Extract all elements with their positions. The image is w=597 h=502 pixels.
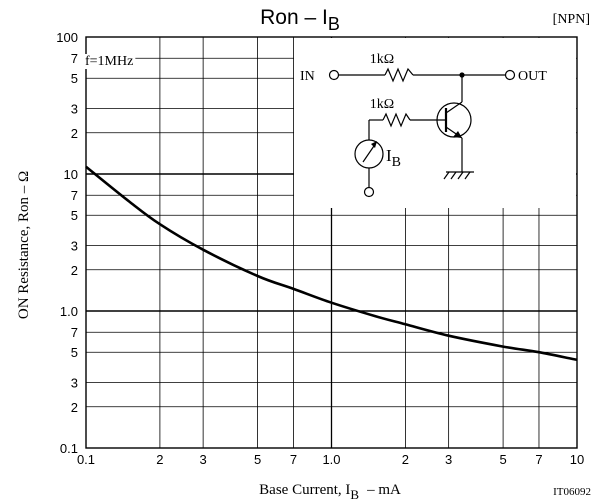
x-tick-label: 2 bbox=[402, 452, 409, 467]
ground-hatch bbox=[443, 171, 450, 180]
y-tick-label: 10 bbox=[64, 167, 78, 182]
ground-hatch bbox=[464, 171, 471, 180]
collector-lead bbox=[445, 101, 463, 114]
y-tick-label: 5 bbox=[71, 208, 78, 223]
x-tick-label: 10 bbox=[570, 452, 584, 467]
annotation-background bbox=[83, 54, 136, 69]
x-tick-label: 1.0 bbox=[322, 452, 340, 467]
y-tick-label: 5 bbox=[71, 345, 78, 360]
out-terminal bbox=[504, 69, 516, 81]
x-tick-label: 3 bbox=[445, 452, 452, 467]
series-resistor-label: 1kΩ bbox=[370, 52, 394, 67]
plot-frame bbox=[85, 36, 578, 449]
figure-id: IT06092 bbox=[553, 486, 591, 498]
y-axis-label: ON Resistance, Ron – Ω bbox=[16, 171, 32, 319]
x-tick-label: 7 bbox=[535, 452, 542, 467]
y-tick-label: 7 bbox=[71, 325, 78, 340]
y-tick-label: 3 bbox=[71, 102, 78, 117]
y-tick-label: 1.0 bbox=[60, 304, 78, 319]
ground-hatch bbox=[457, 171, 464, 180]
x-axis-label: Base Current, IB – mA bbox=[259, 482, 401, 502]
ron-curve bbox=[85, 165, 578, 362]
y-tick-label: 5 bbox=[71, 71, 78, 86]
series-resistor bbox=[384, 67, 414, 83]
x-tick-label: 5 bbox=[254, 452, 261, 467]
tick-labels: 0.1 2 3 5 7 1.0 2 3 5 7 10 0.1 2 3 5 7 1.0 2 3 5 7 10 2 3 5 7 100 bbox=[56, 30, 584, 467]
chart-title: Ron – IB bbox=[260, 6, 340, 34]
y-tick-label: 3 bbox=[71, 376, 78, 391]
y-tick-label: 2 bbox=[71, 126, 78, 141]
circuit-out-label: OUT bbox=[518, 69, 547, 84]
base-resistor-label: 1kΩ bbox=[370, 97, 394, 112]
y-tick-label: 7 bbox=[71, 51, 78, 66]
x-tick-label: 7 bbox=[290, 452, 297, 467]
circuit-in-label: IN bbox=[300, 69, 315, 84]
emitter-arrow bbox=[453, 131, 462, 138]
y-tick-label: 7 bbox=[71, 188, 78, 203]
ammeter-arrow bbox=[371, 141, 377, 148]
device-type-tag: [NPN] bbox=[553, 12, 590, 27]
x-tick-label: 5 bbox=[499, 452, 506, 467]
y-tick-label: 3 bbox=[71, 239, 78, 254]
ground-hatch bbox=[450, 171, 457, 180]
circuit-inset-background bbox=[294, 38, 576, 208]
y-tick-label: 2 bbox=[71, 263, 78, 278]
x-tick-label: 2 bbox=[156, 452, 163, 467]
base-resistor bbox=[382, 112, 411, 128]
y-tick-label: 0.1 bbox=[60, 441, 78, 456]
x-tick-label: 3 bbox=[200, 452, 207, 467]
base-terminal bbox=[363, 186, 375, 198]
y-tick-label: 100 bbox=[56, 30, 78, 45]
series-layer bbox=[85, 165, 578, 362]
frequency-annotation: f=1MHz bbox=[85, 54, 133, 69]
y-tick-label: 2 bbox=[71, 400, 78, 415]
x-tick-label: 0.1 bbox=[77, 452, 95, 467]
